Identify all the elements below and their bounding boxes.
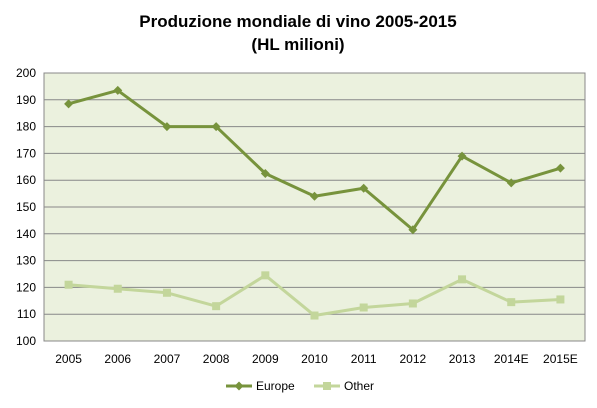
data-point-other	[162, 288, 171, 297]
data-point-other	[64, 280, 73, 289]
data-point-europe	[457, 151, 467, 161]
data-point-other	[310, 311, 319, 320]
legend-label-europe: Europe	[256, 379, 295, 393]
chart-title: Produzione mondiale di vino 2005-2015	[139, 12, 456, 31]
data-point-europe	[113, 85, 123, 95]
y-tick-label: 120	[16, 280, 36, 294]
y-tick-label: 150	[16, 200, 36, 214]
data-point-other	[556, 295, 565, 304]
y-tick-label: 160	[16, 173, 36, 187]
y-tick-label: 180	[16, 120, 36, 134]
x-tick-label: 2013	[449, 352, 476, 366]
data-point-europe	[211, 122, 221, 132]
x-tick-label: 2005	[55, 352, 82, 366]
x-tick-label: 2015E	[543, 352, 578, 366]
x-tick-label: 2008	[203, 352, 230, 366]
y-tick-label: 130	[16, 254, 36, 268]
data-point-other	[408, 299, 417, 308]
x-tick-label: 2007	[154, 352, 181, 366]
data-point-other	[261, 271, 270, 280]
y-tick-label: 190	[16, 93, 36, 107]
y-tick-label: 110	[17, 307, 36, 321]
y-tick-label: 200	[16, 66, 36, 80]
data-point-other	[359, 303, 368, 312]
data-point-europe	[310, 191, 319, 201]
data-point-europe	[162, 122, 172, 132]
chart-subtitle: (HL milioni)	[251, 35, 344, 54]
data-point-europe	[408, 225, 418, 235]
plot-area: 100 110 120 130 140 150 160 170 180 190 200 2005 200…	[16, 66, 586, 366]
x-tick-label: 2011	[351, 352, 377, 366]
y-tick-label: 140	[16, 227, 36, 241]
legend-label-other: Other	[344, 379, 374, 393]
data-point-other	[113, 284, 122, 293]
x-tick-label: 2012	[400, 352, 427, 366]
data-point-europe	[359, 183, 369, 193]
data-point-other	[212, 302, 221, 311]
data-point-europe	[64, 99, 74, 109]
y-tick-label: 170	[16, 146, 36, 160]
legend-marker-europe	[234, 381, 244, 391]
legend: Europe Other	[226, 379, 374, 393]
data-point-europe	[506, 178, 516, 188]
data-point-europe	[555, 163, 565, 173]
x-tick-label: 2010	[301, 352, 328, 366]
data-point-other	[507, 298, 516, 307]
x-tick-label: 2009	[252, 352, 279, 366]
x-tick-label: 2014E	[494, 352, 529, 366]
x-tick-label: 2006	[104, 352, 131, 366]
y-tick-label: 100	[16, 334, 36, 348]
data-point-other	[458, 275, 467, 284]
legend-marker-other	[323, 382, 331, 390]
data-point-europe	[260, 169, 270, 178]
